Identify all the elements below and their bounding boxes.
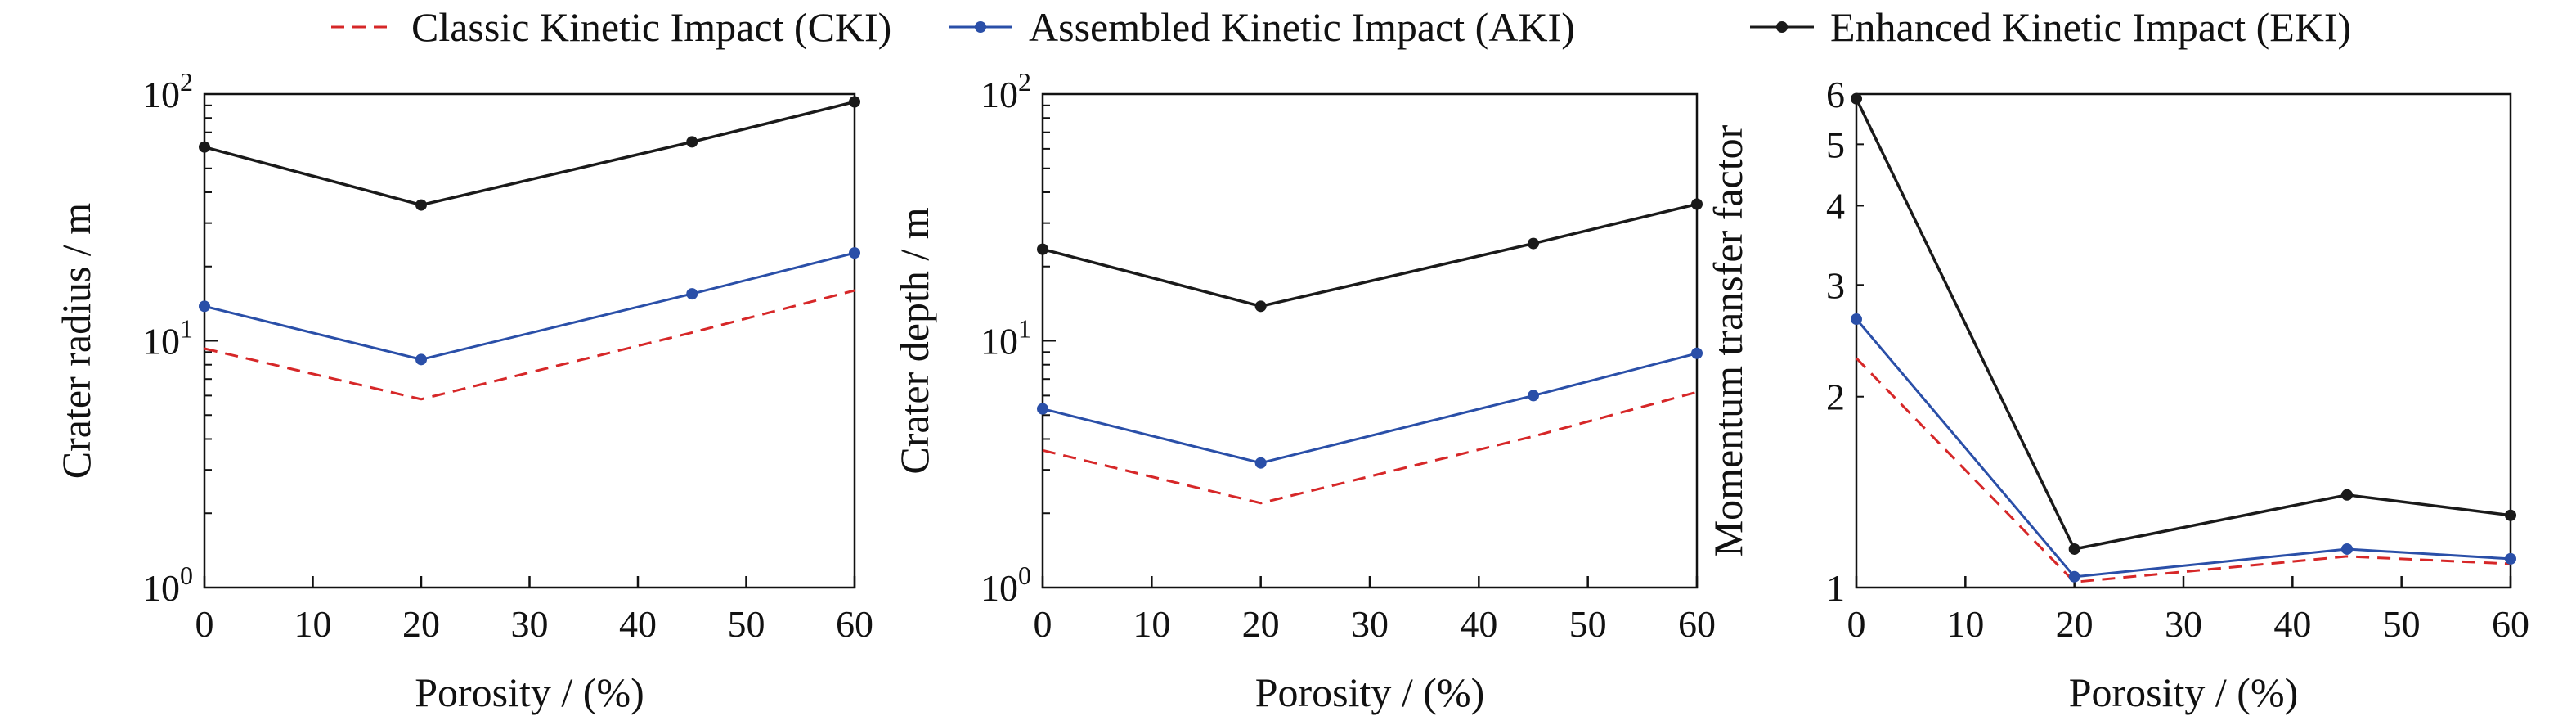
plot-frame [1041,92,1699,589]
x-tick-label: 10 [294,603,332,645]
y-tick-label: 101 [981,314,1031,362]
series-line-1 [204,289,855,401]
data-point [686,288,698,300]
series-line-3 [1042,202,1698,308]
x-tick-label: 40 [619,603,657,645]
data-point [2341,543,2353,555]
x-axis-title: Porosity / (%) [415,669,644,715]
x-tick-label: 40 [1460,603,1497,645]
x-tick-label: 50 [728,603,765,645]
legend-marker [975,21,986,33]
series-line-2 [204,251,855,361]
legend-label: Assembled Kinetic Impact (AKI) [1029,4,1575,50]
data-point [849,247,860,259]
data-point [1254,300,1267,313]
legend-item: Enhanced Kinetic Impact (EKI) [1750,4,2351,50]
chart-panel-1: 0 10 20 30 40 50 60 100 101 102 Porosity / (%) Crat… [53,67,873,715]
data-point [686,136,698,148]
x-tick-label: 0 [195,603,214,645]
y-tick-label: 101 [142,314,193,362]
plot-frame [1855,92,2512,589]
x-tick-label: 40 [2273,603,2311,645]
data-point [1037,243,1048,255]
series-line-3 [204,100,855,207]
y-tick-label: 100 [142,561,193,609]
y-tick-label: 4 [1826,185,1845,227]
data-point [1851,313,1862,326]
legend-marker [1776,21,1788,33]
y-tick-label: 2 [1826,376,1845,418]
plot-frame [203,92,856,589]
y-tick-label: 102 [142,67,193,115]
series-line-2 [1855,318,2511,579]
x-tick-label: 60 [836,603,873,645]
chart-panel-2: 0 10 20 30 40 50 60 100 101 102 Porosity / (%) Crat… [891,67,1716,715]
data-point [849,96,860,108]
y-axis-title: Momentum transfer factor [1705,124,1751,556]
legend-item: Assembled Kinetic Impact (AKI) [949,4,1575,50]
data-point [1691,198,1703,210]
chart-panel-3: 0 10 20 30 40 50 60 1 2 3 4 5 6 Porosity / (%) Momentu… [1705,74,2529,715]
data-point [2505,552,2516,565]
series-line-1 [1042,390,1698,505]
data-point [1691,347,1703,359]
x-tick-label: 50 [1569,603,1607,645]
x-axis-title: Porosity / (%) [2069,669,2299,715]
data-point [1037,403,1048,415]
data-point [1528,237,1539,250]
legend-label: Classic Kinetic Impact (CKI) [411,4,891,50]
data-point [2341,489,2353,501]
data-point [1254,457,1267,469]
y-tick-label: 6 [1826,74,1845,115]
data-point [199,300,210,313]
data-point [2505,509,2516,521]
y-tick-label: 1 [1826,567,1845,609]
x-tick-label: 30 [511,603,549,645]
legend-item: Classic Kinetic Impact (CKI) [331,4,891,50]
series-line-1 [1855,357,2511,583]
x-tick-label: 50 [2383,603,2421,645]
data-point [415,199,427,211]
x-tick-label: 10 [1133,603,1170,645]
x-tick-label: 20 [2056,603,2094,645]
x-tick-label: 30 [2165,603,2202,645]
x-axis-title: Porosity / (%) [1255,669,1485,715]
data-point [2068,543,2080,555]
data-point [415,353,427,366]
x-tick-label: 30 [1351,603,1389,645]
x-tick-label: 0 [1847,603,1866,645]
y-tick-label: 102 [981,67,1031,115]
y-axis-title: Crater radius / m [53,203,99,480]
x-tick-label: 60 [1678,603,1716,645]
x-tick-label: 10 [1946,603,1984,645]
x-tick-label: 20 [402,603,440,645]
x-tick-label: 20 [1242,603,1280,645]
y-tick-label: 5 [1826,124,1845,165]
data-point [1851,92,1862,105]
legend-label: Enhanced Kinetic Impact (EKI) [1830,4,2351,50]
legend: Classic Kinetic Impact (CKI) Assembled Ki… [331,4,2351,50]
y-axis-title: Crater depth / m [891,207,937,474]
x-tick-label: 60 [2492,603,2529,645]
data-point [2068,570,2080,583]
x-tick-label: 0 [1034,603,1052,645]
data-point [199,141,210,153]
y-tick-label: 3 [1826,264,1845,306]
series-line-3 [1855,97,2511,551]
data-point [1528,390,1539,402]
y-tick-label: 100 [981,561,1031,609]
series-line-2 [1042,352,1698,465]
